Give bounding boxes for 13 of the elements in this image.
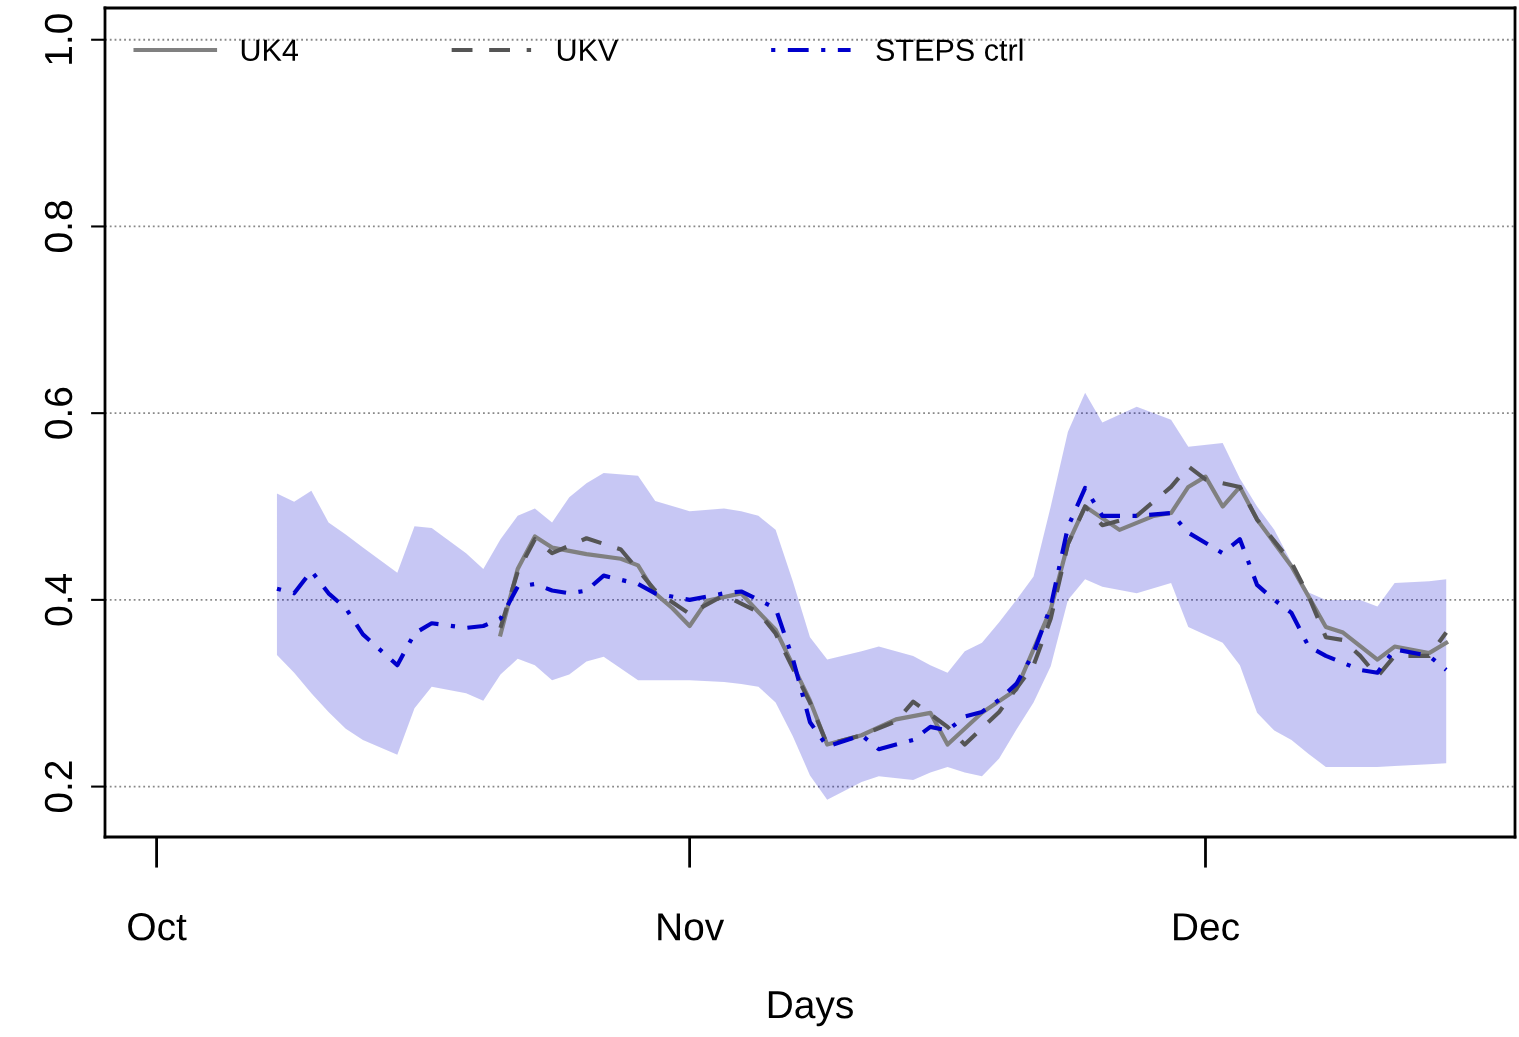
y-tick-label: 0.4	[44, 573, 73, 626]
line-series	[274, 485, 1449, 752]
legend-label: UK4	[241, 39, 298, 61]
legend-label: UKV	[557, 39, 619, 61]
legend-label: STEPS ctrl	[876, 38, 1023, 61]
x-tick-label: Dec	[1174, 913, 1240, 941]
y-tick-label: 0.8	[44, 201, 73, 252]
y-tick-label: 0.2	[44, 761, 73, 813]
x-tick-label: Oct	[128, 913, 187, 941]
y-tick-label: 1.0	[44, 14, 73, 64]
x-tick-label: Nov	[658, 913, 725, 941]
x-axis-title: Days	[768, 991, 853, 1027]
y-tick-label: 0.6	[44, 387, 73, 439]
